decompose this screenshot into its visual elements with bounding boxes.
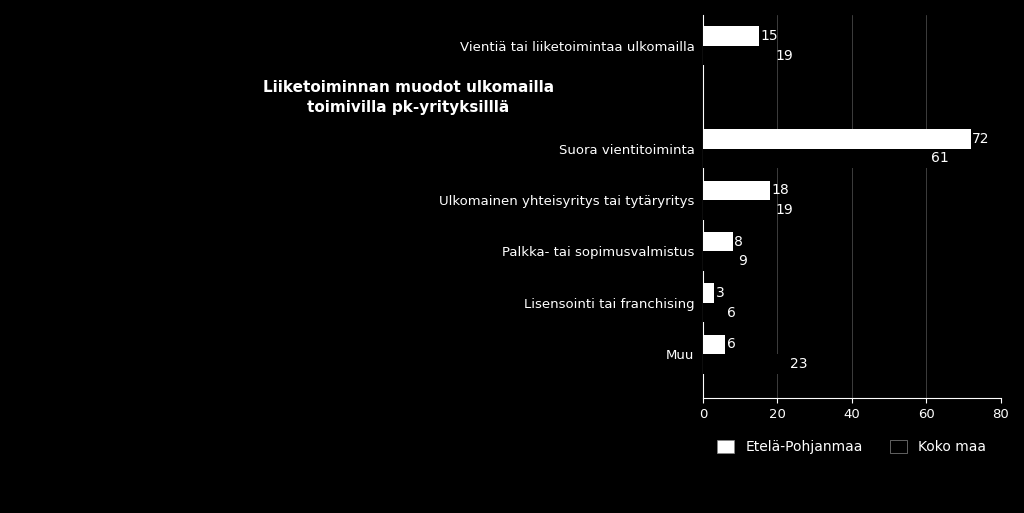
Text: 19: 19 — [775, 49, 793, 63]
Bar — [702, 354, 788, 374]
Text: 72: 72 — [973, 132, 990, 146]
Text: 6: 6 — [727, 338, 735, 351]
Text: 61: 61 — [932, 151, 949, 165]
Text: 23: 23 — [790, 357, 808, 371]
Text: Liiketoiminnan muodot ulkomailla
toimivilla pk-yrityksilllä: Liiketoiminnan muodot ulkomailla toimivi… — [263, 80, 554, 114]
Text: 3: 3 — [716, 286, 724, 300]
Bar — [702, 303, 725, 322]
Bar — [702, 283, 714, 303]
Text: 15: 15 — [760, 29, 778, 43]
Legend: Etelä-Pohjanmaa, Koko maa: Etelä-Pohjanmaa, Koko maa — [712, 435, 991, 460]
Text: 9: 9 — [738, 254, 746, 268]
Bar — [702, 232, 733, 251]
Bar — [702, 200, 773, 220]
Text: 18: 18 — [771, 183, 790, 198]
Text: 6: 6 — [727, 306, 735, 320]
Bar — [702, 129, 971, 149]
Text: 8: 8 — [734, 234, 743, 249]
Text: 19: 19 — [775, 203, 793, 217]
Bar — [702, 26, 759, 46]
Bar — [702, 334, 725, 354]
Bar — [702, 251, 736, 271]
Bar — [702, 46, 773, 65]
Bar — [702, 181, 770, 200]
Bar — [702, 149, 930, 168]
